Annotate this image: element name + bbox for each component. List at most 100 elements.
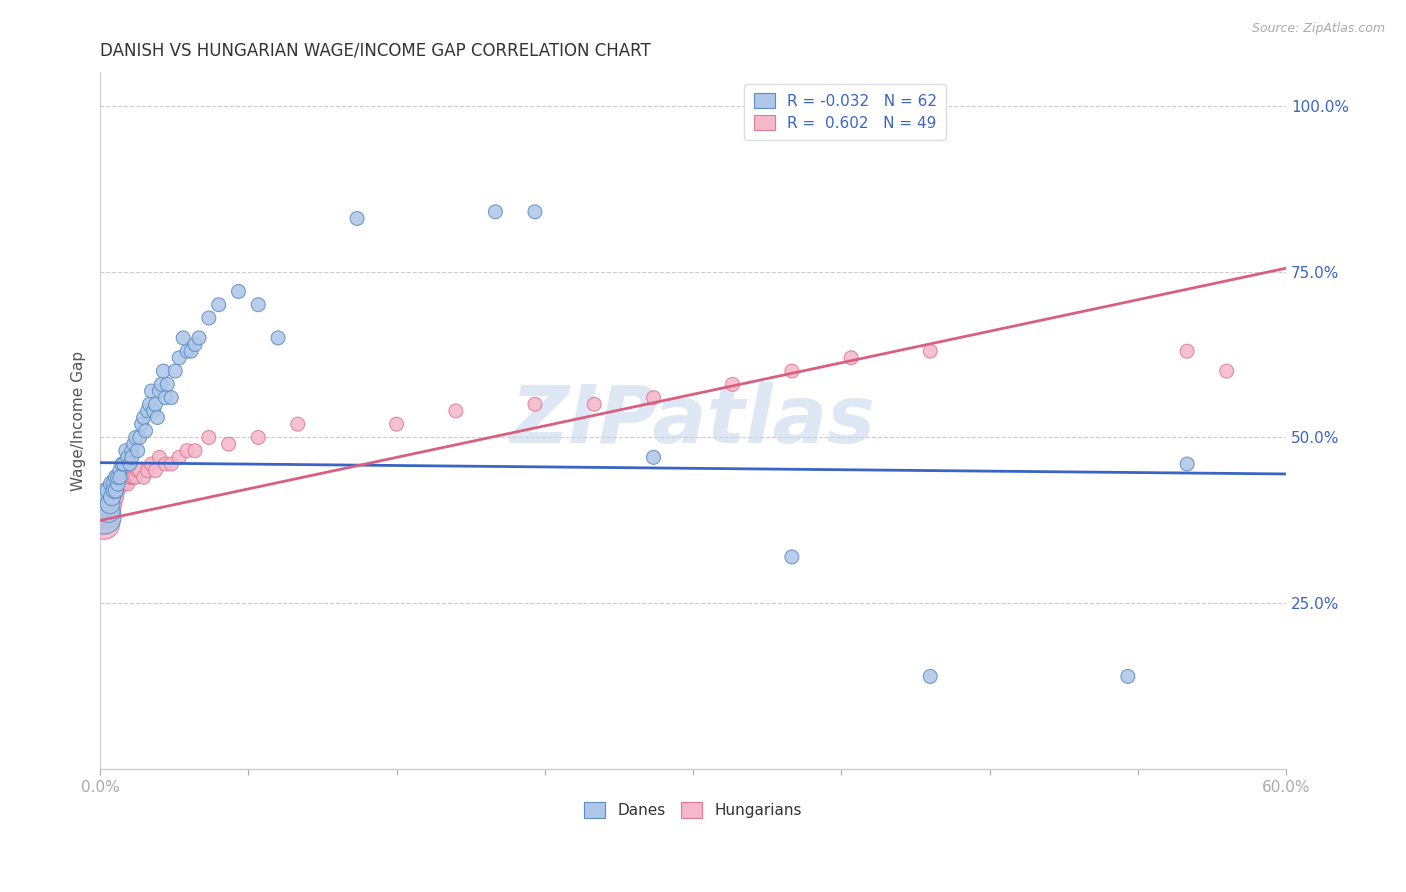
Point xyxy=(148,384,170,398)
Point xyxy=(121,450,143,465)
Point xyxy=(643,391,665,405)
Point xyxy=(247,430,270,444)
Point xyxy=(112,477,135,491)
Y-axis label: Wage/Income Gap: Wage/Income Gap xyxy=(72,351,86,491)
Legend: Danes, Hungarians: Danes, Hungarians xyxy=(578,797,808,824)
Point xyxy=(167,351,190,365)
Point xyxy=(180,344,202,359)
Point xyxy=(523,204,546,219)
Point xyxy=(93,516,115,531)
Point xyxy=(125,430,148,444)
Point xyxy=(107,470,129,484)
Point xyxy=(385,417,408,432)
Point xyxy=(1175,457,1198,471)
Point xyxy=(1116,669,1139,683)
Point xyxy=(780,364,803,378)
Point xyxy=(108,477,131,491)
Point xyxy=(98,497,121,511)
Point xyxy=(112,457,135,471)
Point xyxy=(155,391,177,405)
Point xyxy=(103,483,125,498)
Point xyxy=(108,464,131,478)
Point xyxy=(114,470,136,484)
Point xyxy=(523,397,546,411)
Point xyxy=(444,404,467,418)
Point xyxy=(247,298,270,312)
Point xyxy=(101,503,124,517)
Point xyxy=(97,510,120,524)
Point xyxy=(184,443,207,458)
Point xyxy=(721,377,744,392)
Point xyxy=(94,503,117,517)
Point xyxy=(142,404,165,418)
Point xyxy=(104,490,127,504)
Point xyxy=(97,503,120,517)
Point xyxy=(103,477,125,491)
Point xyxy=(920,669,942,683)
Point xyxy=(146,410,169,425)
Point xyxy=(920,344,942,359)
Point xyxy=(145,464,167,478)
Point xyxy=(114,443,136,458)
Point xyxy=(93,510,115,524)
Point xyxy=(160,457,183,471)
Point xyxy=(98,483,121,498)
Point xyxy=(104,483,127,498)
Point xyxy=(583,397,606,411)
Point xyxy=(152,364,174,378)
Point xyxy=(1175,344,1198,359)
Point xyxy=(101,477,124,491)
Point xyxy=(104,470,127,484)
Point xyxy=(138,397,160,411)
Text: Source: ZipAtlas.com: Source: ZipAtlas.com xyxy=(1251,22,1385,36)
Point xyxy=(218,437,240,451)
Point xyxy=(117,450,139,465)
Point xyxy=(101,497,124,511)
Point xyxy=(136,404,159,418)
Point xyxy=(127,464,149,478)
Point xyxy=(155,457,177,471)
Point xyxy=(208,298,231,312)
Point xyxy=(121,443,143,458)
Point xyxy=(187,331,209,345)
Point xyxy=(128,464,150,478)
Point xyxy=(104,483,127,498)
Point xyxy=(176,443,198,458)
Point xyxy=(167,450,190,465)
Point xyxy=(118,470,141,484)
Point xyxy=(198,310,221,325)
Point xyxy=(128,430,150,444)
Point xyxy=(135,424,157,438)
Point xyxy=(172,331,194,345)
Point xyxy=(127,443,149,458)
Point xyxy=(101,490,124,504)
Point xyxy=(125,470,148,484)
Text: DANISH VS HUNGARIAN WAGE/INCOME GAP CORRELATION CHART: DANISH VS HUNGARIAN WAGE/INCOME GAP CORR… xyxy=(100,42,651,60)
Point xyxy=(136,464,159,478)
Point xyxy=(131,417,153,432)
Point xyxy=(165,364,187,378)
Point xyxy=(91,510,114,524)
Point xyxy=(111,457,134,471)
Point xyxy=(1215,364,1237,378)
Point xyxy=(141,457,163,471)
Point xyxy=(643,450,665,465)
Point xyxy=(780,549,803,564)
Point xyxy=(148,450,170,465)
Point xyxy=(121,470,143,484)
Point xyxy=(107,477,129,491)
Point xyxy=(141,384,163,398)
Point xyxy=(98,503,121,517)
Point xyxy=(198,430,221,444)
Point xyxy=(98,510,121,524)
Point xyxy=(484,204,506,219)
Point xyxy=(184,337,207,351)
Point xyxy=(118,457,141,471)
Point xyxy=(839,351,862,365)
Point xyxy=(122,470,145,484)
Point xyxy=(287,417,309,432)
Point xyxy=(117,477,139,491)
Point xyxy=(107,483,129,498)
Point xyxy=(228,285,250,299)
Point xyxy=(103,497,125,511)
